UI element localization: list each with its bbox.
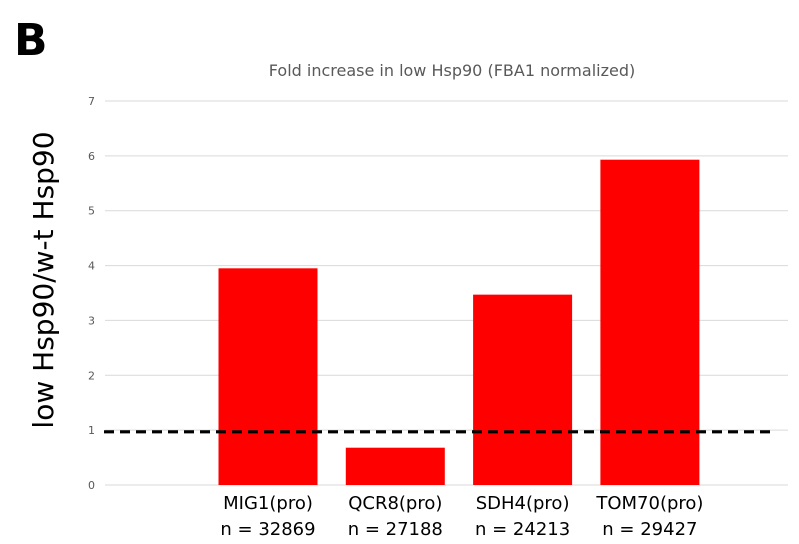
y-axis-label: low Hsp90/w-t Hsp90 xyxy=(27,131,60,428)
bar-mig1-pro xyxy=(218,268,318,485)
y-axis-ticks: 0 1 2 3 4 5 6 7 xyxy=(88,95,95,492)
bar-sdh4-pro xyxy=(473,294,573,485)
x-tick-label: TOM70(pro) xyxy=(595,493,703,514)
y-tick-label: 1 xyxy=(88,424,95,437)
x-tick-label: SDH4(pro) xyxy=(476,493,570,514)
x-tick-label: QCR8(pro) xyxy=(348,493,442,514)
y-tick-label: 4 xyxy=(88,260,95,273)
x-tick-count: n = 32869 xyxy=(220,519,315,540)
y-tick-label: 3 xyxy=(88,314,95,327)
x-tick-label: MIG1(pro) xyxy=(223,493,313,514)
y-tick-label: 5 xyxy=(88,205,95,218)
panel-letter: B xyxy=(14,15,48,66)
chart-title: Fold increase in low Hsp90 (FBA1 normali… xyxy=(269,61,635,80)
bar-qcr8-pro xyxy=(345,447,445,485)
y-tick-label: 2 xyxy=(88,369,95,382)
x-tick-count: n = 27188 xyxy=(348,519,443,540)
y-tick-label: 6 xyxy=(88,150,95,163)
x-tick-count: n = 29427 xyxy=(602,519,697,540)
x-tick-count: n = 24213 xyxy=(475,519,570,540)
x-axis-ticks: MIG1(pro) n = 32869 QCR8(pro) n = 27188 SDH4… xyxy=(220,493,703,540)
y-tick-label: 0 xyxy=(88,479,95,492)
bars xyxy=(218,159,700,485)
y-tick-label: 7 xyxy=(88,95,95,108)
bar-tom70-pro xyxy=(600,159,700,485)
